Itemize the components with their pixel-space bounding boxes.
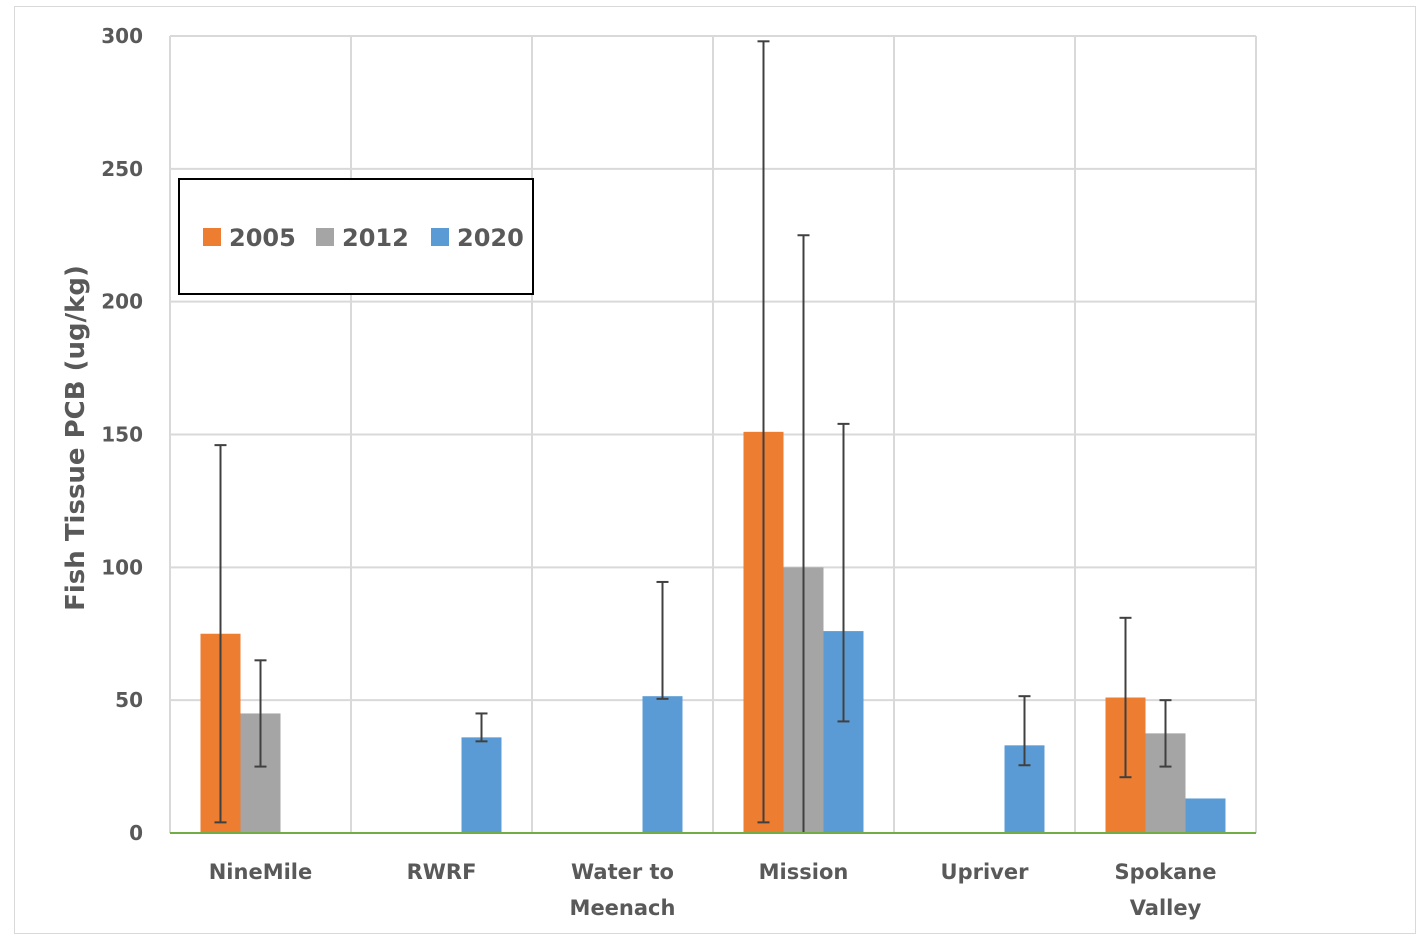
error-bar-2005 xyxy=(1119,616,1132,779)
x-category-label-line: Valley xyxy=(1130,896,1202,920)
x-category-label-line: Spokane xyxy=(1115,860,1217,884)
bar-2020 xyxy=(1185,798,1226,833)
error-bar-2012 xyxy=(254,659,267,768)
error-bars xyxy=(214,40,1172,833)
legend-item-2012: 2012 xyxy=(316,224,409,252)
x-category-label: RWRF xyxy=(407,860,477,884)
x-category-label: Mission xyxy=(759,860,849,884)
x-category-label-line: Water to xyxy=(571,860,674,884)
y-tick-label: 300 xyxy=(101,24,143,48)
error-bar-2012 xyxy=(1159,699,1172,768)
x-category-label-line: Upriver xyxy=(941,860,1030,884)
y-axis-label: Fish Tissue PCB (ug/kg) xyxy=(61,265,91,611)
y-tick-label: 100 xyxy=(101,555,143,579)
error-bar-2012 xyxy=(797,234,810,833)
x-category-label-line: Mission xyxy=(759,860,849,884)
legend-swatch xyxy=(431,228,449,246)
bar-2020 xyxy=(461,737,502,833)
y-tick-label: 150 xyxy=(101,423,143,447)
legend-label: 2012 xyxy=(342,224,409,252)
y-tick-label: 200 xyxy=(101,290,143,314)
error-bar-2005 xyxy=(757,40,770,824)
x-category-label-line: NineMile xyxy=(209,860,313,884)
x-category-label: Upriver xyxy=(941,860,1030,884)
x-category-label-line: RWRF xyxy=(407,860,477,884)
legend-item-2005: 2005 xyxy=(203,224,296,252)
legend-box xyxy=(178,178,534,295)
error-bar-2005 xyxy=(214,444,227,824)
legend-label: 2005 xyxy=(229,224,296,252)
y-tick-label: 250 xyxy=(101,157,143,181)
gridlines xyxy=(169,35,1257,833)
x-category-label-line: Meenach xyxy=(570,896,676,920)
legend-label: 2020 xyxy=(457,224,524,252)
legend-swatch xyxy=(316,228,334,246)
x-category-label: NineMile xyxy=(209,860,313,884)
legend-item-2020: 2020 xyxy=(431,224,524,252)
legend: 2005 2012 2020 xyxy=(178,178,534,295)
error-bar-2020 xyxy=(837,422,850,723)
legend-swatch xyxy=(203,228,221,246)
error-bar-2020 xyxy=(656,580,669,700)
bar-2020 xyxy=(642,696,683,833)
chart-frame xyxy=(14,6,1416,934)
error-bar-2020 xyxy=(1018,695,1031,767)
y-tick-label: 0 xyxy=(129,821,143,845)
x-axis-categories: NineMile RWRF Water to Meenach Mission Uprive… xyxy=(209,860,1217,920)
error-bar-2020 xyxy=(475,712,488,743)
y-axis-ticks: 0 50 100 150 200 250 300 xyxy=(101,24,143,845)
x-category-label: Water to Meenach xyxy=(570,860,676,920)
y-tick-label: 50 xyxy=(115,688,143,712)
x-category-label: Spokane Valley xyxy=(1115,860,1217,920)
